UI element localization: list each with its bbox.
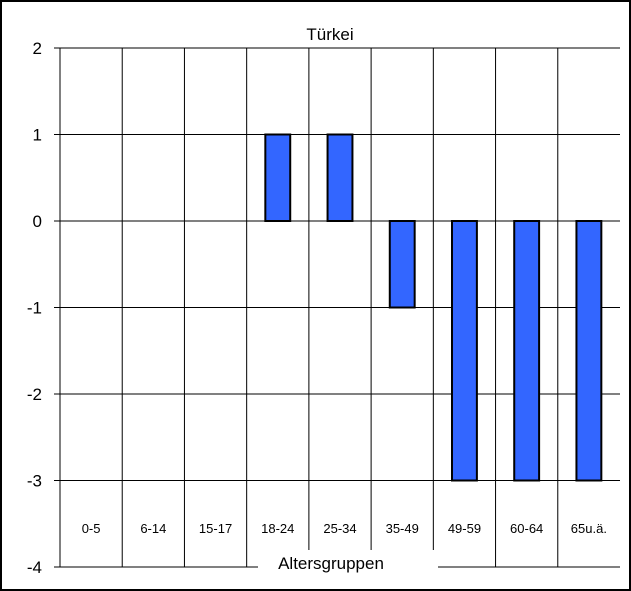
x-category-labels: 0-5 6-14 15-17 18-24 25-34 35-49 49-59 60-64 65u… [82, 521, 607, 536]
chart-title: Türkei [306, 25, 353, 44]
x-category-label: 35-49 [386, 521, 419, 536]
x-category-label: 60-64 [510, 521, 543, 536]
x-category-label: 18-24 [261, 521, 294, 536]
x-category-label: 0-5 [82, 521, 101, 536]
x-axis-label-background [258, 550, 438, 574]
axes [54, 47, 61, 568]
bar-35-49 [388, 220, 416, 309]
bar-49-59 [451, 220, 478, 482]
y-tick-label: -1 [27, 299, 42, 318]
bar-65u.ä. [575, 220, 603, 482]
bar-18-24 [264, 133, 292, 222]
bar-60-64 [513, 220, 541, 482]
x-category-label: 25-34 [323, 521, 356, 536]
y-tick-label: -2 [27, 385, 42, 404]
y-tick-label: -3 [27, 472, 42, 491]
y-tick-label: -4 [27, 558, 42, 577]
y-tick-labels: 2 1 0 -1 -2 -3 -4 [27, 39, 42, 577]
y-tick-label: 2 [33, 39, 42, 58]
x-category-label: 6-14 [140, 521, 166, 536]
bar-series [264, 133, 603, 482]
bar-25-34 [326, 133, 354, 222]
y-tick-label: 1 [33, 126, 42, 145]
y-tick-label: 0 [33, 212, 42, 231]
x-category-label: 65u.ä. [571, 521, 607, 536]
x-category-label: 15-17 [199, 521, 232, 536]
x-axis-label: Altersgruppen [278, 554, 384, 573]
x-category-label: 49-59 [448, 521, 481, 536]
